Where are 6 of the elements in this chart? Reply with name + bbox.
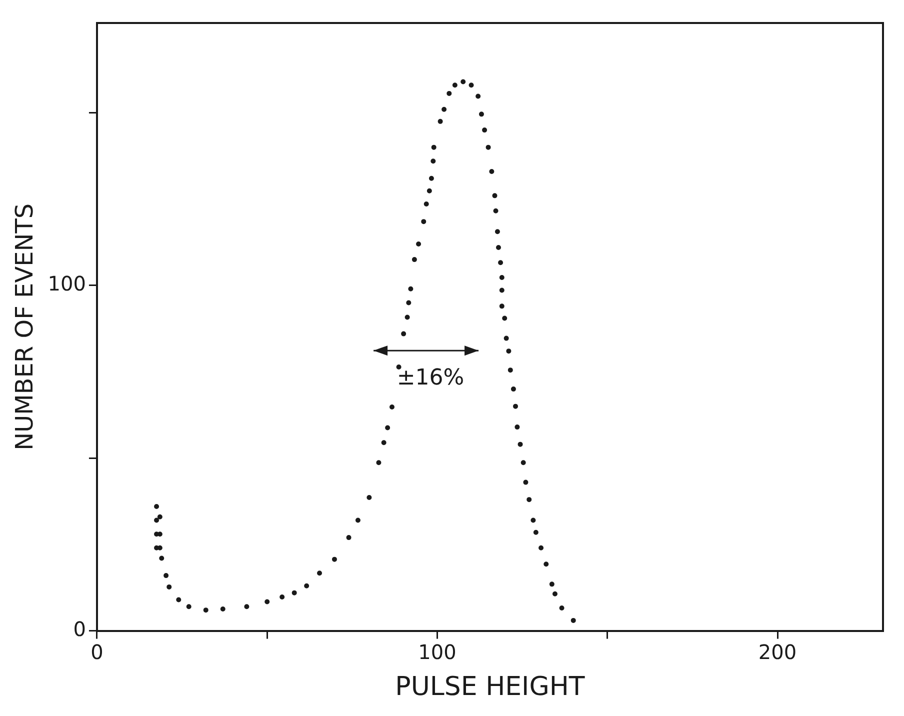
x-tick-label: 0 xyxy=(90,640,104,664)
x-axis-title: PULSE HEIGHT xyxy=(395,672,585,702)
x-tick-label: 200 xyxy=(758,640,797,664)
x-tick-label: 100 xyxy=(418,640,456,664)
y-axis-title: NUMBER OF EVENTS xyxy=(10,203,39,450)
annotation: ±16% xyxy=(396,365,464,390)
